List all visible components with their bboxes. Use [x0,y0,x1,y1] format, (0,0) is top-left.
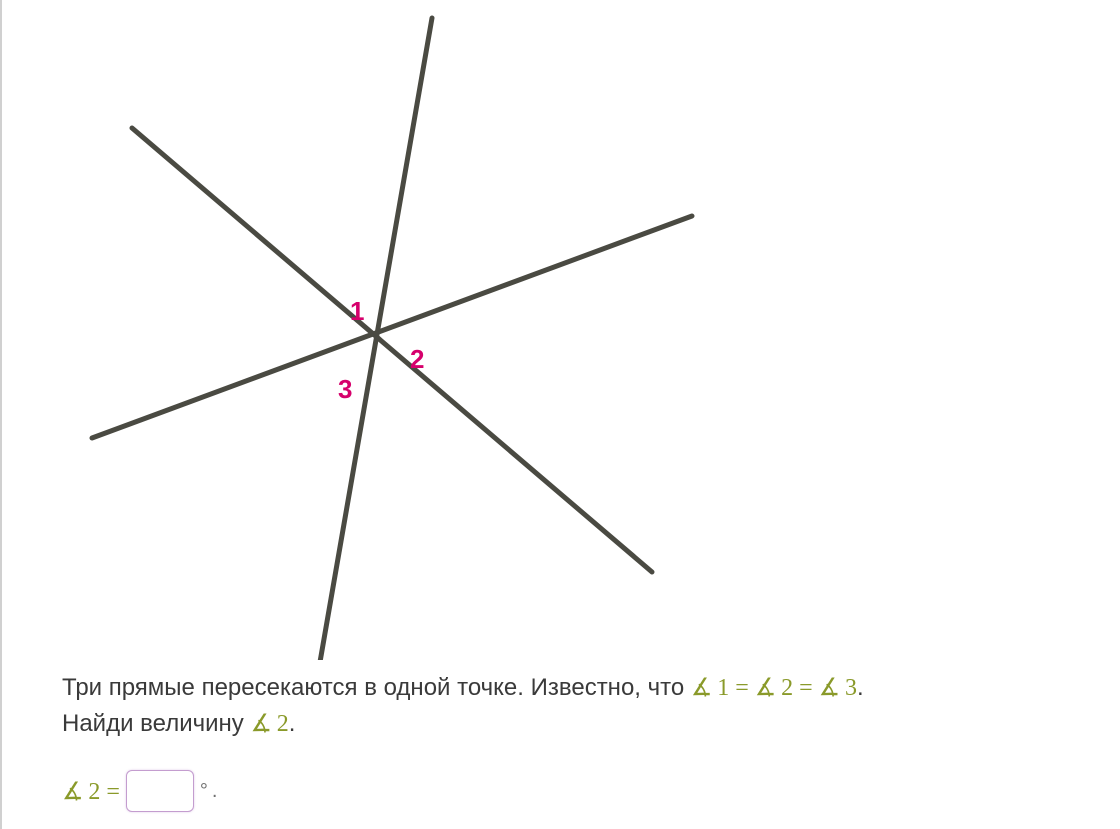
answer-input[interactable] [126,770,194,812]
problem-line1-a: Три прямые пересекаются в одной точке. И… [62,674,691,701]
degree-unit: ° . [200,780,218,803]
angle-icon: ∡ [755,675,777,701]
angle-icon: ∡ [250,711,272,737]
intersecting-lines-svg [32,0,732,660]
equals-2: = [799,675,819,701]
angle-icon: ∡ [62,779,84,805]
answer-line: ∡ 2 = ° . [32,770,1120,812]
angle-icon: ∡ [691,675,713,701]
angle-icon: ∡ [819,675,841,701]
problem-line2-a: Найди величину [62,710,250,737]
angle-expr-1: ∡ 1 = ∡ 2 = ∡ 3 [691,675,857,701]
answer-angle-label: ∡ 2 = [62,777,120,806]
angle-label-1: 1 [350,296,364,327]
equals-1: = [735,675,755,701]
diagram-line-2 [132,128,652,572]
target-angle-expr: ∡ 2 [250,711,288,737]
angle-label-2: 2 [410,344,424,375]
problem-text: Три прямые пересекаются в одной точке. И… [32,670,1120,742]
angle-label-3: 3 [338,374,352,405]
diagram-area: 1 2 3 [32,0,732,660]
